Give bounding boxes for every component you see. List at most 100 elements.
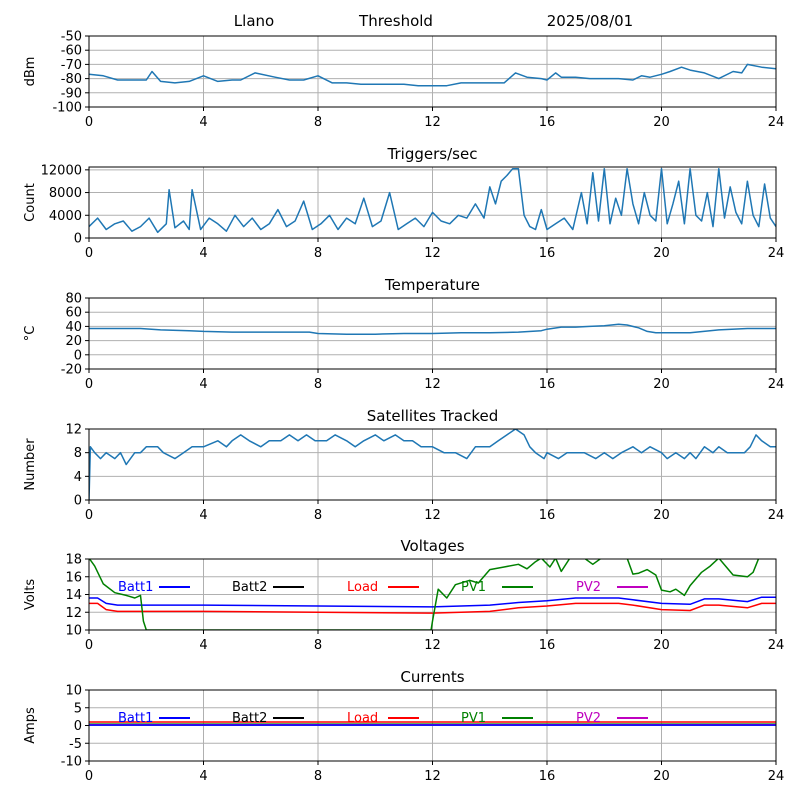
x-tick-label: 4 xyxy=(199,769,207,784)
x-tick-label: 20 xyxy=(653,246,670,261)
legend-label-batt1: Batt1 xyxy=(118,580,153,595)
x-tick-label: 20 xyxy=(653,508,670,523)
legend-label-pv2: PV2 xyxy=(576,580,601,595)
x-tick-label: 0 xyxy=(85,769,93,784)
x-tick-label: 24 xyxy=(768,769,785,784)
x-tick-label: 24 xyxy=(768,638,785,653)
y-tick-label: 12000 xyxy=(41,163,82,178)
threshold-panel: 0 4 8 12 16 20 24 -100-90-80-70-60-50 dBm xyxy=(23,30,784,131)
voltages-y-axis-label: Volts xyxy=(23,579,38,611)
y-tick-label: 4 xyxy=(74,470,82,485)
satellites-series-line xyxy=(89,429,776,500)
voltages-panel: 0 4 8 12 16 20 24 10 12 14 16 18 Voltages Volts Batt1 B… xyxy=(23,537,784,653)
x-tick-label: 8 xyxy=(314,115,322,130)
y-tick-label: 12 xyxy=(65,606,82,621)
currents-y-axis-label: Amps xyxy=(23,707,38,744)
x-tick-label: 0 xyxy=(85,508,93,523)
x-tick-label: 4 xyxy=(199,508,207,523)
legend-label-pv1: PV1 xyxy=(461,711,486,726)
y-tick-label: 20 xyxy=(65,334,82,349)
x-tick-label: 16 xyxy=(539,377,556,392)
y-tick-label: -10 xyxy=(61,755,82,770)
x-tick-label: 8 xyxy=(314,508,322,523)
y-tick-label: 16 xyxy=(65,570,82,585)
triggers-series-line xyxy=(89,167,776,234)
temperature-y-axis-label: °C xyxy=(23,326,38,342)
x-tick-label: 12 xyxy=(424,377,441,392)
y-tick-label: 0 xyxy=(74,719,82,734)
x-tick-label: 4 xyxy=(199,246,207,261)
x-tick-label: 16 xyxy=(539,246,556,261)
x-tick-label: 12 xyxy=(424,638,441,653)
y-tick-label: -100 xyxy=(52,101,82,116)
x-tick-label: 4 xyxy=(199,377,207,392)
temperature-title: Temperature xyxy=(384,276,480,294)
y-tick-label: 4000 xyxy=(49,209,82,224)
satellites-title: Satellites Tracked xyxy=(367,407,498,425)
legend-label-batt2: Batt2 xyxy=(232,580,267,595)
x-tick-label: 24 xyxy=(768,377,785,392)
y-tick-label: 18 xyxy=(65,553,82,568)
y-tick-label: 8000 xyxy=(49,186,82,201)
x-tick-label: 0 xyxy=(85,638,93,653)
y-tick-label: 60 xyxy=(65,306,82,321)
y-tick-label: 10 xyxy=(65,624,82,639)
x-tick-label: 24 xyxy=(768,115,785,130)
x-tick-label: 12 xyxy=(424,115,441,130)
y-tick-label: 40 xyxy=(65,320,82,335)
threshold-series-line xyxy=(89,63,776,87)
x-tick-label: 12 xyxy=(424,508,441,523)
batt1-series-line xyxy=(89,596,776,608)
x-tick-label: 8 xyxy=(314,246,322,261)
y-tick-label: -20 xyxy=(61,363,82,378)
triggers-title: Triggers/sec xyxy=(387,145,478,163)
x-tick-label: 16 xyxy=(539,508,556,523)
y-tick-label: 10 xyxy=(65,684,82,699)
y-tick-label: -60 xyxy=(61,44,82,59)
x-tick-label: 20 xyxy=(653,377,670,392)
x-tick-label: 4 xyxy=(199,638,207,653)
y-tick-label: -90 xyxy=(61,86,82,101)
x-tick-label: 8 xyxy=(314,377,322,392)
triggers-panel: 0 4 8 12 16 20 24 0 4000 8000 12000 Triggers/sec Cou… xyxy=(23,145,784,261)
x-tick-label: 0 xyxy=(85,377,93,392)
x-tick-label: 20 xyxy=(653,115,670,130)
y-tick-label: 8 xyxy=(74,446,82,461)
x-tick-label: 0 xyxy=(85,115,93,130)
satellites-y-axis-label: Number xyxy=(23,438,38,491)
header-label: Threshold xyxy=(358,12,433,30)
legend-label-batt1: Batt1 xyxy=(118,711,153,726)
x-tick-label: 16 xyxy=(539,769,556,784)
y-tick-label: -5 xyxy=(69,737,82,752)
triggers-y-axis-label: Count xyxy=(23,183,38,222)
legend-label-batt2: Batt2 xyxy=(232,711,267,726)
y-tick-label: 80 xyxy=(65,292,82,307)
y-tick-label: -80 xyxy=(61,72,82,87)
y-tick-label: 5 xyxy=(74,701,82,716)
legend-label-pv1: PV1 xyxy=(461,580,486,595)
threshold-y-axis-label: dBm xyxy=(23,57,38,87)
y-tick-label: 14 xyxy=(65,588,82,603)
y-tick-label: -50 xyxy=(61,30,82,45)
x-tick-label: 16 xyxy=(539,638,556,653)
x-tick-label: 16 xyxy=(539,115,556,130)
currents-title: Currents xyxy=(400,668,464,686)
x-tick-label: 12 xyxy=(424,246,441,261)
x-tick-label: 20 xyxy=(653,638,670,653)
x-tick-label: 8 xyxy=(314,638,322,653)
x-tick-label: 24 xyxy=(768,246,785,261)
voltages-title: Voltages xyxy=(400,537,464,555)
temperature-series-line xyxy=(89,323,776,335)
pv1-series-line xyxy=(89,559,760,630)
load-series-line xyxy=(89,602,776,614)
header-date: 2025/08/01 xyxy=(547,12,633,30)
legend-label-load: Load xyxy=(347,580,378,595)
y-tick-label: 0 xyxy=(74,232,82,247)
legend-label-pv2: PV2 xyxy=(576,711,601,726)
x-tick-label: 4 xyxy=(199,115,207,130)
x-tick-label: 20 xyxy=(653,769,670,784)
satellites-panel: 0 4 8 12 16 20 24 0 4 8 12 Satellites Tracked Number xyxy=(23,407,784,523)
